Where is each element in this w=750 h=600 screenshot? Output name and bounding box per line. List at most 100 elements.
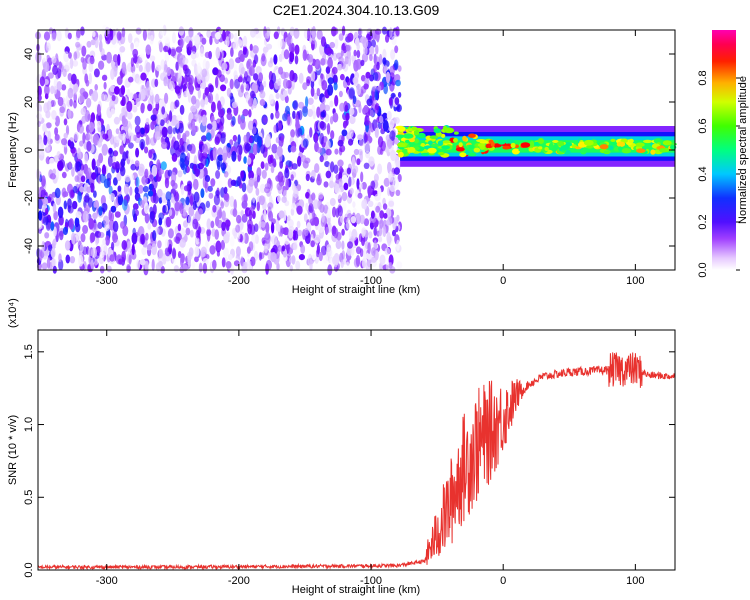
- spectrogram-cell: [302, 49, 307, 61]
- spectrogram-cell: [205, 132, 212, 141]
- spectrogram-cell: [226, 147, 232, 159]
- spectrogram-cell: [254, 54, 258, 65]
- spectrogram-cell: [325, 170, 332, 179]
- spectrogram-cell: [195, 236, 200, 245]
- spectrogram-cell: [394, 137, 400, 145]
- spectrogram-cell: [248, 177, 255, 187]
- spectrogram-cell: [284, 71, 289, 79]
- spectrogram-cell: [248, 241, 254, 252]
- spectrogram-cell: [38, 210, 43, 221]
- spectrogram-cell: [46, 140, 51, 152]
- spectrogram-cell: [462, 135, 467, 142]
- spectrogram-cell: [195, 229, 201, 239]
- spectrogram-cell: [59, 159, 66, 169]
- spectrogram-cell: [413, 129, 420, 136]
- spectrogram-cell: [61, 171, 67, 179]
- spectrogram-cell: [327, 57, 333, 69]
- spectrogram-cell: [152, 152, 157, 161]
- spectrogram-cell: [94, 36, 99, 49]
- spectrogram-cell: [79, 140, 84, 147]
- spectrogram-cell: [63, 200, 67, 210]
- spectrogram-cell: [102, 133, 109, 140]
- x-tick-label: -100: [360, 275, 382, 287]
- spectrogram-cell: [388, 262, 393, 269]
- spectrogram-cell: [86, 186, 92, 193]
- spectrogram-cell: [177, 78, 182, 87]
- spectrogram-cell: [377, 121, 382, 130]
- spectrogram-cell: [310, 193, 316, 201]
- spectrogram-cell: [37, 198, 43, 210]
- spectrogram-cell: [237, 38, 242, 45]
- spectrogram-cell: [185, 227, 191, 236]
- spectrogram-cell: [353, 49, 357, 57]
- spectrogram-cell: [321, 96, 326, 105]
- spectrogram-cell: [310, 70, 316, 82]
- spectrogram-cell: [223, 233, 230, 244]
- spectrogram-cell: [207, 92, 214, 104]
- spectrogram-cell: [329, 197, 336, 207]
- spectrogram-cell: [75, 222, 81, 233]
- spectrogram-cell: [95, 236, 99, 246]
- spectrogram-cell: [149, 55, 156, 62]
- spectrogram-cell: [382, 120, 389, 132]
- spectrogram-marks: [35, 24, 677, 276]
- spectrogram-cell: [103, 94, 108, 103]
- spectrogram-cell: [69, 98, 73, 107]
- spectrogram-cell: [309, 127, 313, 138]
- spectrogram-cell: [57, 206, 64, 219]
- spectrogram-cell: [106, 172, 112, 181]
- spectrogram-cell: [117, 193, 124, 206]
- spectrogram-cell: [155, 101, 160, 112]
- spectrogram-cell: [50, 99, 56, 107]
- spectrogram-cell: [249, 43, 253, 52]
- spectrogram-cell: [61, 138, 68, 146]
- spectrogram-cell: [493, 143, 502, 148]
- spectrogram-cell: [53, 226, 57, 237]
- spectrogram-cell: [331, 26, 337, 37]
- spectrogram-cell: [93, 190, 97, 198]
- spectrogram-cell: [213, 194, 220, 206]
- spectrogram-cell: [246, 258, 251, 271]
- spectrogram-cell: [150, 114, 157, 121]
- spectrogram-cell: [321, 213, 325, 223]
- spectrogram-cell: [314, 163, 320, 174]
- spectrogram-cell: [215, 76, 219, 89]
- spectrogram-cell: [441, 145, 450, 150]
- spectrogram-cell: [292, 110, 296, 120]
- spectrogram-cell: [636, 148, 646, 153]
- spectrogram-cell: [395, 189, 401, 196]
- spectrogram-cell: [263, 209, 267, 221]
- spectrogram-cell: [82, 224, 89, 234]
- spectrogram-cell: [164, 246, 171, 257]
- spectrogram-cell: [107, 128, 113, 140]
- spectrogram-cell: [214, 229, 219, 240]
- spectrogram-cell: [332, 255, 338, 265]
- spectrogram-cell: [65, 62, 71, 70]
- spectrogram-cell: [348, 230, 352, 239]
- spectrogram-cell: [349, 187, 354, 195]
- colorbar-tick-label: 0.2: [697, 214, 709, 229]
- spectrogram-cell: [473, 147, 481, 153]
- spectrogram-cell: [365, 71, 371, 79]
- spectrogram-cell: [290, 129, 295, 138]
- spectrogram-cell: [58, 61, 62, 70]
- spectrogram-cell: [185, 196, 190, 206]
- spectrogram-cell: [194, 245, 200, 257]
- spectrogram-cell: [172, 248, 177, 259]
- spectrogram-cell: [320, 36, 327, 47]
- spectrogram-cell: [208, 192, 214, 199]
- spectrogram-cell: [279, 159, 284, 169]
- spectrogram-cell: [352, 77, 359, 84]
- spectrogram-cell: [164, 51, 170, 63]
- spectrogram-cell: [261, 53, 266, 62]
- spectrogram-cell: [273, 31, 279, 40]
- spectrogram-cell: [353, 165, 359, 174]
- spectrogram-cell: [121, 240, 128, 250]
- spectrogram-cell: [397, 65, 402, 72]
- spectrogram-cell: [346, 167, 352, 175]
- spectrogram-cell: [322, 253, 329, 264]
- spectrogram-cell: [341, 191, 348, 202]
- spectrogram-cell: [297, 229, 303, 237]
- spectrogram-cell: [158, 196, 163, 204]
- spectrogram-cell: [178, 122, 184, 134]
